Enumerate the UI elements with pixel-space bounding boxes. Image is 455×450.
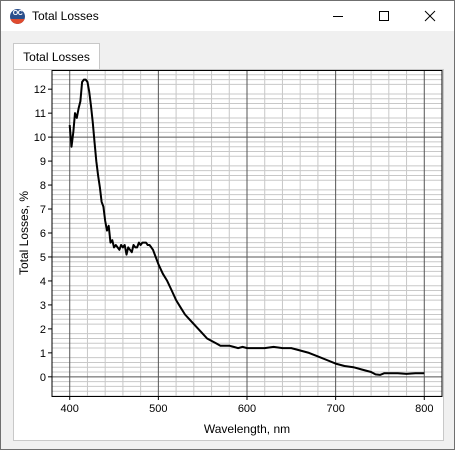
maximize-button[interactable] xyxy=(361,1,407,31)
maximize-icon xyxy=(379,11,389,21)
y-tick-label: 7 xyxy=(40,204,46,216)
close-button[interactable] xyxy=(407,1,453,31)
tab-total-losses[interactable]: Total Losses xyxy=(13,43,100,70)
series-line xyxy=(68,78,425,376)
y-tick-label: 11 xyxy=(35,108,46,120)
y-tick-label: 9 xyxy=(40,156,46,168)
y-tick-label: 8 xyxy=(40,180,46,192)
y-tick-label: 2 xyxy=(40,324,46,336)
tab-strip: Total Losses xyxy=(1,31,454,71)
app-logo-icon: OC xyxy=(10,9,25,24)
tab-panel: 400 500 600 700 800 0 1 2 3 4 5 6 7 8 9 10 11 12 Waveleng… xyxy=(13,69,444,441)
y-tick-label: 12 xyxy=(34,84,46,96)
y-tick-label: 4 xyxy=(40,276,46,288)
window-title: Total Losses xyxy=(32,9,99,23)
title-bar[interactable]: OC Total Losses xyxy=(1,1,454,31)
x-axis-label: Wavelength, nm xyxy=(204,422,290,436)
axis-ticks xyxy=(48,88,425,400)
minimize-icon xyxy=(333,16,343,17)
x-tick-label: 700 xyxy=(326,403,344,415)
close-icon xyxy=(424,10,436,22)
major-grid xyxy=(52,70,442,396)
x-tick-label: 800 xyxy=(415,403,433,415)
y-tick-label: 6 xyxy=(40,228,46,240)
minimize-button[interactable] xyxy=(315,1,361,31)
y-tick-label: 10 xyxy=(34,132,46,144)
y-tick-label: 0 xyxy=(40,372,46,384)
y-tick-label: 5 xyxy=(40,252,46,264)
y-axis-label: Total Losses, % xyxy=(17,191,31,275)
x-tick-label: 400 xyxy=(61,403,79,415)
y-tick-label: 1 xyxy=(40,348,46,360)
x-tick-label: 600 xyxy=(238,403,256,415)
x-tick-label: 500 xyxy=(149,403,167,415)
y-tick-label: 3 xyxy=(40,300,46,312)
